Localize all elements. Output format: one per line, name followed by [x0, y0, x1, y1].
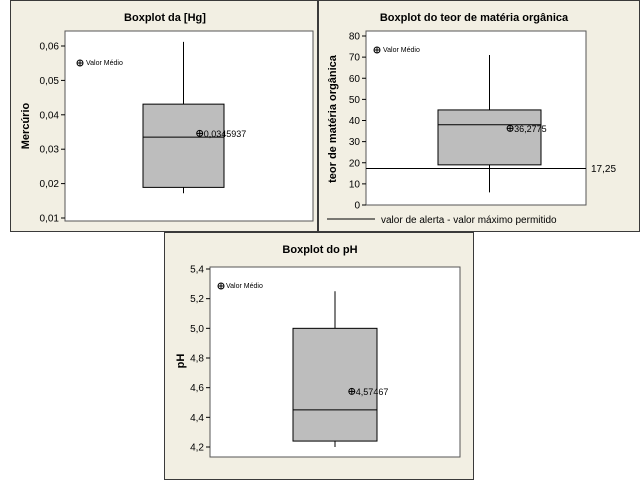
legend-label: Valor Médio	[383, 47, 420, 54]
y-tick-label: 0,06	[40, 42, 60, 53]
y-tick-label: 40	[349, 116, 361, 127]
chart-title: Boxplot da [Hg]	[124, 12, 206, 24]
chart-title: Boxplot do pH	[282, 244, 357, 256]
box	[437, 109, 542, 166]
chart-organic-matter: Boxplot do teor de matéria orgânica teor…	[327, 12, 616, 226]
y-tick-label: 5,4	[190, 265, 204, 276]
y-tick-label: 30	[349, 137, 361, 148]
y-tick-label: 0,01	[40, 214, 60, 225]
y-tick-label: 20	[349, 158, 361, 169]
chart-title: Boxplot do teor de matéria orgânica	[380, 12, 569, 24]
y-tick-label: 5,2	[190, 294, 204, 305]
legend: Valor Médio	[217, 282, 263, 290]
y-tick-label: 4,8	[190, 354, 204, 365]
y-tick-label: 4,4	[190, 413, 204, 424]
chart-ph: Boxplot do pH pH Valor Médio 4,2 4,4 4,6 4,…	[175, 244, 461, 458]
legend-label: Valor Médio	[86, 60, 123, 67]
mean-value-label: 0,0345937	[204, 129, 247, 139]
legend: Valor Médio	[76, 59, 123, 67]
y-tick-label: 60	[349, 74, 361, 85]
y-tick-label: 0,05	[40, 76, 60, 87]
y-tick-label: 0,03	[40, 145, 60, 156]
legend: Valor Médio	[373, 46, 420, 54]
y-tick-label: 10	[349, 179, 361, 190]
y-tick-label: 4,6	[190, 383, 204, 394]
box	[292, 327, 378, 442]
reference-legend: valor de alerta - valor máximo permitido	[327, 215, 557, 226]
chart-hg: Boxplot da [Hg] Mercúrio Valor Médio 0,0…	[20, 12, 314, 225]
reference-line-label: 17,25	[591, 164, 616, 175]
box	[142, 103, 225, 188]
legend-label: Valor Médio	[226, 283, 263, 290]
mean-value-label: 4,57467	[356, 387, 389, 397]
reference-legend-label: valor de alerta - valor máximo permitido	[381, 215, 557, 226]
chart-panel-organic: Boxplot do teor de matéria orgânica teor…	[318, 0, 640, 232]
y-tick-label: 70	[349, 53, 361, 64]
y-axis-label: pH	[175, 354, 187, 369]
y-tick-label: 4,2	[190, 443, 204, 454]
y-tick-label: 5,0	[190, 324, 204, 335]
y-tick-label: 0,04	[40, 110, 60, 121]
y-tick-label: 0	[354, 201, 360, 212]
mean-value-label: 36,2775	[514, 124, 547, 134]
y-tick-label: 50	[349, 95, 361, 106]
y-tick-label: 80	[349, 32, 361, 43]
y-axis-label: Mercúrio	[20, 102, 32, 149]
chart-panel-ph: Boxplot do pH pH Valor Médio 4,2 4,4 4,6 4,…	[164, 232, 474, 480]
y-axis-label: teor de matéria orgânica	[327, 54, 339, 183]
y-tick-label: 0,02	[40, 179, 60, 190]
chart-panel-hg: Boxplot da [Hg] Mercúrio Valor Médio 0,0…	[10, 0, 318, 232]
